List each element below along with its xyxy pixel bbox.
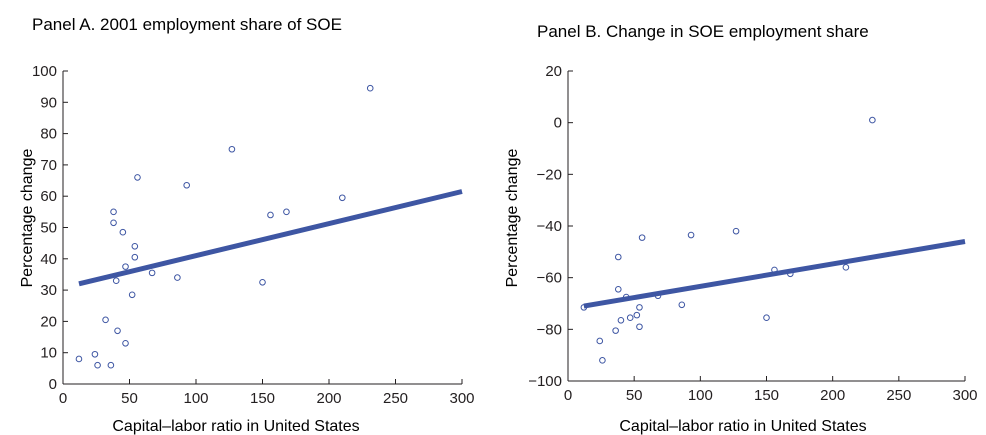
panel-b-x-tick-label: 50 (626, 387, 643, 404)
panel-a-data-point (339, 194, 346, 202)
panel-b-data-point (654, 292, 662, 300)
panel-a-x-tick-label: 50 (121, 390, 138, 407)
panel-b-y-tick-label: −60 (537, 270, 562, 287)
panel-b-y-tick-label: −20 (537, 166, 562, 183)
panel-b-data-point (599, 357, 606, 364)
panel-a-y-tick-label: 40 (40, 251, 57, 268)
panel-a-x-tick-label: 300 (449, 390, 474, 407)
panel-b-data-point (687, 231, 695, 239)
panel-a-y-tick-label: 70 (40, 157, 57, 174)
panel-a-data-point (183, 181, 190, 189)
panel-a-data-point (91, 350, 99, 358)
panel-a-y-tick-label: 90 (40, 94, 57, 111)
panel-a-y-tick-label: 50 (40, 220, 57, 237)
panel-a-data-point (107, 361, 115, 369)
panel-b-data-point (622, 293, 630, 301)
panel-b-x-tick-label: 100 (688, 387, 713, 404)
panel-b-y-axis-label: Percentage change (504, 149, 521, 288)
panel-b-y-tick-label: 0 (554, 115, 562, 132)
panel-a-data-point (148, 269, 156, 277)
panel-a-data-point (114, 327, 121, 335)
panel-a-data-point (128, 291, 136, 299)
panel-a-data-point (366, 84, 374, 92)
panel-b-title: Panel B. Change in SOE employment share (537, 22, 869, 41)
panel-b-x-tick-label: 200 (820, 387, 845, 404)
panel-b-data-point (787, 270, 794, 278)
panel-b-data-point (580, 304, 588, 311)
panel-b-data-point (732, 227, 740, 235)
panel-a-y-tick-label: 10 (40, 345, 57, 362)
panel-b-data-point (636, 323, 643, 331)
panel-a-y-tick-label: 80 (40, 126, 57, 143)
panel-a-x-tick-label: 100 (183, 390, 208, 407)
panel-a-data-point (131, 242, 139, 250)
panel-b-y-tick-label: −80 (537, 321, 562, 338)
panel-b-y-tick-label: −100 (528, 373, 562, 390)
panel-b-data-point (869, 116, 876, 124)
panel-a-data-point (94, 361, 101, 369)
panel-a-x-tick-label: 250 (383, 390, 408, 407)
panel-a-y-axis-label: Percentage change (19, 149, 36, 288)
panel-a-data-point (174, 274, 181, 281)
panel-b-data-point (633, 311, 641, 319)
panel-a-data-point (267, 211, 274, 219)
panel-b-data-point (763, 314, 770, 322)
panel-b-fit-line (583, 239, 966, 309)
panel-a-x-tick-label: 150 (250, 390, 275, 407)
panel-b-data-point (771, 266, 778, 274)
panel-a-y-tick-label: 60 (40, 188, 57, 205)
panel-b-x-axis-label: Capital–labor ratio in United States (619, 418, 866, 435)
panel-b-data-point (612, 327, 619, 334)
panel-a-data-point (131, 253, 139, 261)
panel-a-data-point (283, 208, 290, 216)
panel-b-data-point (638, 234, 646, 241)
panel-a-title: Panel A. 2001 employment share of SOE (32, 15, 342, 34)
panel-b-data-point (614, 253, 622, 261)
panel-a-data-point (112, 277, 120, 285)
panel-a-data-point (134, 174, 141, 181)
panel-b-data-point (636, 304, 643, 311)
panel-b-data-point (596, 337, 604, 345)
panel-b-x-tick-label: 300 (952, 387, 977, 404)
panel-a-x-axis-label: Capital–labor ratio in United States (112, 418, 359, 435)
panel-b-x-tick-label: 250 (886, 387, 911, 404)
panel-b: Panel B. Change in SOE employment share … (504, 22, 978, 435)
panel-a-data-point (110, 219, 117, 227)
panel-a-data-point (228, 145, 236, 153)
panel-a-fit-line (78, 189, 463, 287)
panel-a-data-point (75, 355, 83, 363)
panel-b-data-point (626, 314, 634, 322)
panel-a-data-point (102, 316, 109, 324)
panel-a-y-tick-label: 30 (40, 282, 57, 299)
panel-a-x-tick-label: 0 (59, 390, 67, 407)
panel-a-data-point (259, 278, 266, 286)
panel-b-data-point (614, 285, 622, 293)
panel-a-data-point (122, 340, 129, 347)
panel-b-data-point (617, 316, 625, 324)
panel-a-data-point (119, 228, 127, 236)
panel-a-y-tick-label: 100 (32, 63, 57, 80)
panel-a-data-point (122, 263, 129, 270)
panel-a: Panel A. 2001 employment share of SOE Pe… (19, 15, 475, 435)
panel-b-data-point (842, 264, 850, 271)
panel-b-x-tick-label: 0 (564, 387, 572, 404)
panel-a-y-tick-label: 0 (49, 376, 57, 393)
panel-a-x-tick-label: 200 (316, 390, 341, 407)
panel-b-y-tick-label: −40 (537, 218, 562, 235)
panel-b-x-tick-label: 150 (754, 387, 779, 404)
panel-b-y-tick-label: 20 (545, 63, 562, 80)
panel-b-data-point (678, 301, 686, 309)
panel-a-y-tick-label: 20 (40, 313, 57, 330)
panel-a-data-point (110, 208, 117, 216)
